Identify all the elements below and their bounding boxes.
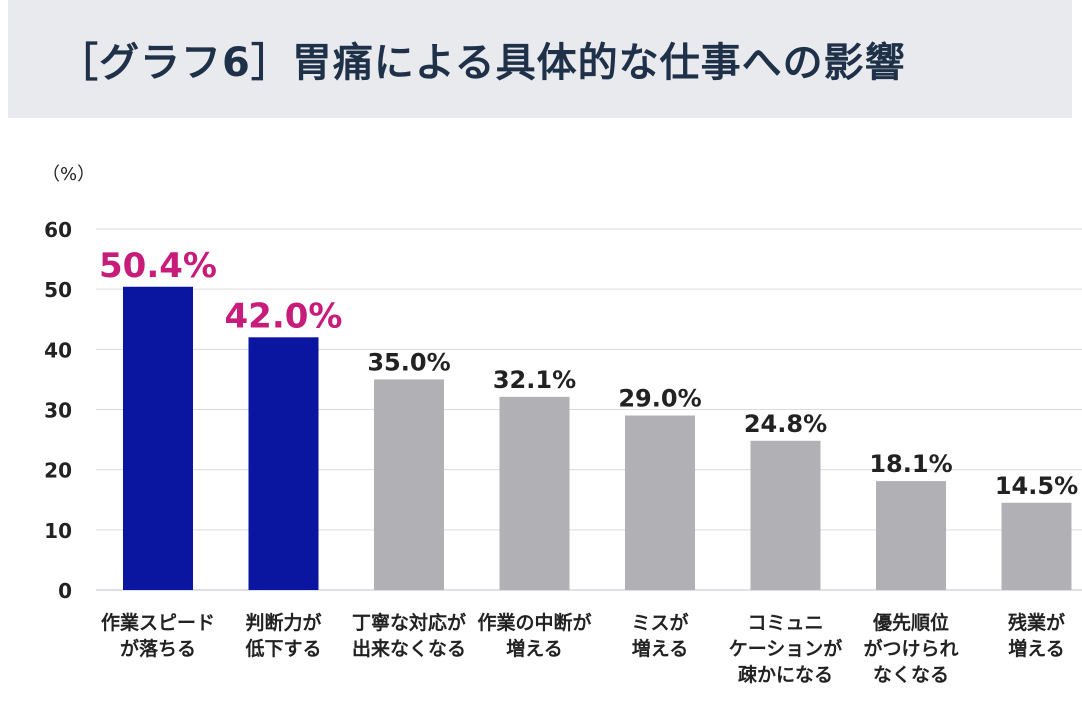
bar-value-label: 29.0% [618, 385, 701, 413]
x-category-label: コミュニケーションが 疎かになる [716, 610, 856, 688]
bar [1001, 502, 1072, 590]
x-category-label-line: 判断力が [245, 612, 322, 634]
y-tick-label: 10 [44, 519, 72, 543]
y-axis-unit-label: （%） [42, 164, 96, 185]
y-tick-label: 30 [44, 399, 72, 423]
x-category-label-line: 増える [1008, 638, 1065, 660]
x-category-label-line: 出来なくなる [351, 638, 466, 660]
y-tick-label: 0 [58, 579, 72, 603]
bar-value-label: 24.8% [744, 410, 827, 438]
x-category-label-line: 丁寧な対応が [351, 612, 466, 634]
x-category-label-line: コミュニ [747, 612, 824, 634]
x-category-label-line: 増える [631, 638, 689, 660]
x-category-label: ミスが 増える [590, 610, 730, 662]
bar-value-label: 35.0% [367, 348, 450, 376]
x-category-label-line: ミスが [631, 612, 689, 634]
bar [625, 415, 695, 590]
x-category-label: 丁寧な対応が 出来なくなる [339, 610, 479, 662]
x-category-label: 残業が 増える [967, 610, 1082, 662]
x-category-label-line: 低下する [245, 638, 322, 660]
bar-value-label: 50.4% [99, 246, 217, 286]
x-category-label: 判断力が 低下する [214, 610, 354, 662]
bar [374, 379, 444, 590]
bar-value-label: 18.1% [869, 450, 952, 478]
x-category-label-line: 疎かになる [737, 664, 833, 686]
page-title: ［グラフ6］胃痛による具体的な仕事への影響 [58, 40, 906, 86]
y-tick-label: 20 [44, 459, 72, 483]
bar-value-label: 32.1% [493, 366, 576, 394]
bar [876, 481, 946, 590]
bar-value-label: 14.5% [995, 472, 1078, 500]
bar [248, 337, 319, 590]
x-category-label-line: 増える [506, 638, 563, 660]
x-category-label-line: が落ちる [119, 638, 196, 660]
title-banner: ［グラフ6］胃痛による具体的な仕事への影響 [8, 0, 1072, 118]
x-category-label-line: 作業の中断が [477, 612, 592, 634]
bar [499, 396, 570, 590]
x-category-label: 優先順位がつけられなくなる [841, 610, 981, 688]
x-category-label-line: 残業が [1007, 612, 1065, 634]
bar [123, 286, 193, 590]
x-category-label-line: ケーションが [728, 638, 843, 660]
bar-value-label: 42.0% [225, 296, 343, 336]
bar [750, 440, 821, 590]
x-category-label-line: 作業スピード [100, 612, 215, 634]
y-tick-label: 50 [44, 278, 72, 302]
x-category-label-line: なくなる [872, 664, 949, 686]
x-category-label: 作業スピード が落ちる [88, 610, 228, 662]
x-category-label: 作業の中断が 増える [465, 610, 605, 662]
y-tick-label: 40 [44, 338, 72, 362]
y-tick-label: 60 [44, 218, 72, 242]
x-category-label-line: 優先順位 [872, 612, 949, 634]
x-category-label-line: がつけられ [863, 638, 959, 660]
